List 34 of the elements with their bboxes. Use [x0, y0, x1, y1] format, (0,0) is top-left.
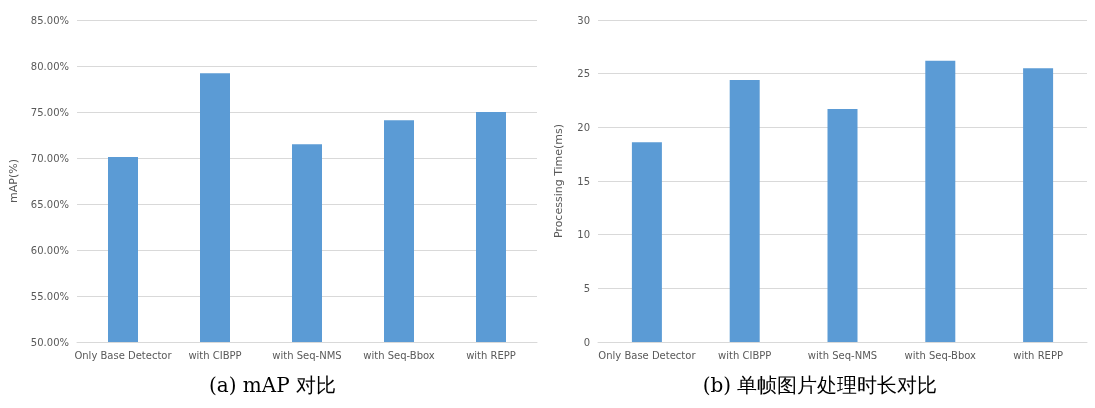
y-tick-label: 70.00%	[30, 152, 69, 164]
y-axis-title: Processing Time(ms)	[552, 123, 565, 239]
x-tick-label: Only Base Detector	[598, 349, 697, 361]
x-tick-label: with CIBPP	[718, 349, 772, 361]
bar	[729, 80, 760, 342]
y-axis-title: mAP(%)	[7, 159, 20, 203]
y-tick-label: 80.00%	[30, 60, 69, 72]
y-tick-label: 10	[577, 229, 590, 241]
x-tick-label: with CIBPP	[188, 349, 242, 361]
x-tick-label: with Seq-Bbox	[363, 349, 435, 361]
x-tick-label: Only Base Detector	[74, 349, 173, 361]
bar	[1023, 68, 1054, 342]
y-tick-label: 5	[583, 282, 590, 294]
y-tick-label: 25	[577, 68, 590, 80]
bar	[631, 142, 662, 342]
text: (a) mAP 对比	[208, 373, 337, 397]
y-tick-label: 85.00%	[30, 14, 69, 26]
y-tick-label: 75.00%	[30, 106, 69, 118]
x-tick-label: with REPP	[466, 349, 516, 361]
y-tick-label: 60.00%	[30, 244, 69, 256]
x-tick-label: with REPP	[1013, 349, 1063, 361]
x-tick-label: with Seq-NMS	[272, 349, 342, 361]
y-tick-label: 30	[577, 14, 590, 26]
bar	[827, 109, 858, 342]
bar	[925, 60, 956, 342]
text: (b) 单帧图片处理时长对比	[702, 373, 938, 397]
y-tick-label: 50.00%	[30, 336, 69, 348]
y-tick-label: 55.00%	[30, 290, 69, 302]
x-tick-label: with Seq-NMS	[807, 349, 878, 361]
y-tick-label: 20	[577, 121, 590, 133]
y-tick-label: 0	[583, 336, 590, 348]
y-tick-label: 15	[577, 175, 590, 187]
y-tick-label: 65.00%	[30, 198, 69, 210]
x-tick-label: with Seq-Bbox	[904, 349, 977, 361]
